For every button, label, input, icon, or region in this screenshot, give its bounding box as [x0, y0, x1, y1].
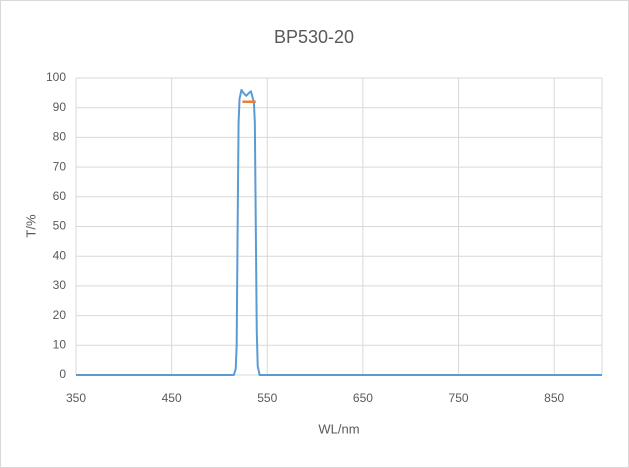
- x-tick-label: 550: [257, 391, 277, 405]
- y-tick-label: 70: [53, 159, 67, 173]
- x-tick-label: 450: [162, 391, 182, 405]
- y-tick-label: 0: [59, 367, 66, 381]
- y-axis-label: T/%: [23, 214, 38, 238]
- x-tick-label: 750: [449, 391, 469, 405]
- x-tick-label: 650: [353, 391, 373, 405]
- y-tick-label: 90: [53, 100, 67, 114]
- x-tick-label: 850: [544, 391, 564, 405]
- y-tick-label: 60: [53, 189, 67, 203]
- y-tick-label: 80: [53, 130, 67, 144]
- y-tick-label: 50: [53, 219, 67, 233]
- x-tick-label: 350: [66, 391, 86, 405]
- y-tick-label: 100: [46, 70, 66, 84]
- y-tick-label: 40: [53, 248, 67, 262]
- chart-title: BP530-20: [274, 27, 354, 47]
- x-axis-label: WL/nm: [318, 421, 359, 436]
- y-tick-label: 30: [53, 278, 67, 292]
- y-tick-label: 10: [53, 337, 67, 351]
- y-tick-label: 20: [53, 308, 67, 322]
- data-line: [76, 88, 602, 376]
